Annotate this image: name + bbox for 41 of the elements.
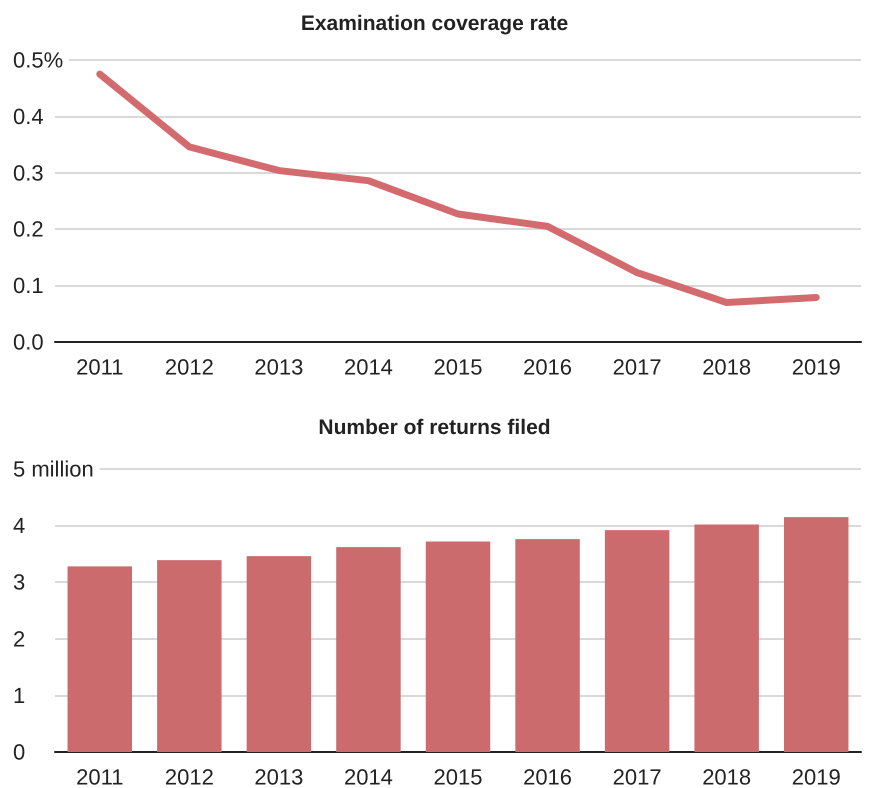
x-tick-label: 2011 [76,764,124,788]
x-tick-label: 2012 [164,354,214,380]
bar [336,547,401,752]
bar [784,517,848,752]
y-tick-label: 3 [13,570,26,595]
x-tick-label: 2017 [612,354,662,380]
x-tick-label: 2016 [523,354,572,380]
y-tick-label: 0.5% [13,48,64,72]
bar [246,556,312,752]
x-tick-label: 2013 [254,354,304,380]
y-tick-label: 5 million [13,456,94,482]
x-tick-label: 2014 [344,354,393,380]
y-tick-label: 0.4 [13,104,44,129]
y-tick-label: 0.2 [13,216,44,242]
bar [604,530,670,752]
bar [515,539,580,752]
x-tick-label: 2018 [702,354,752,380]
y-tick-label: 0.0 [13,330,44,354]
y-tick-label: 4 [13,513,26,538]
bar [68,566,132,752]
x-tick-label: 2015 [434,764,482,788]
y-tick-label: 2 [13,626,26,652]
x-tick-label: 2015 [434,354,482,380]
bar [426,541,490,752]
x-tick-label: 2016 [523,764,572,788]
x-tick-label: 2019 [792,764,841,788]
y-tick-label: 1 [13,682,26,708]
x-tick-label: 2018 [702,764,752,788]
x-tick-label: 2019 [792,354,841,380]
y-tick-label: 0.3 [13,160,44,186]
chart-title: Number of returns filed [318,416,551,439]
x-tick-label: 2013 [254,764,304,788]
bar [157,560,222,752]
x-tick-label: 2014 [344,764,393,788]
chart-title: Examination coverage rate [300,12,568,35]
y-tick-label: 0 [13,740,26,764]
x-tick-label: 2011 [76,354,124,380]
x-tick-label: 2017 [612,764,662,788]
x-tick-label: 2012 [164,764,214,788]
bar [694,524,759,752]
y-tick-label: 0.1 [13,273,44,298]
